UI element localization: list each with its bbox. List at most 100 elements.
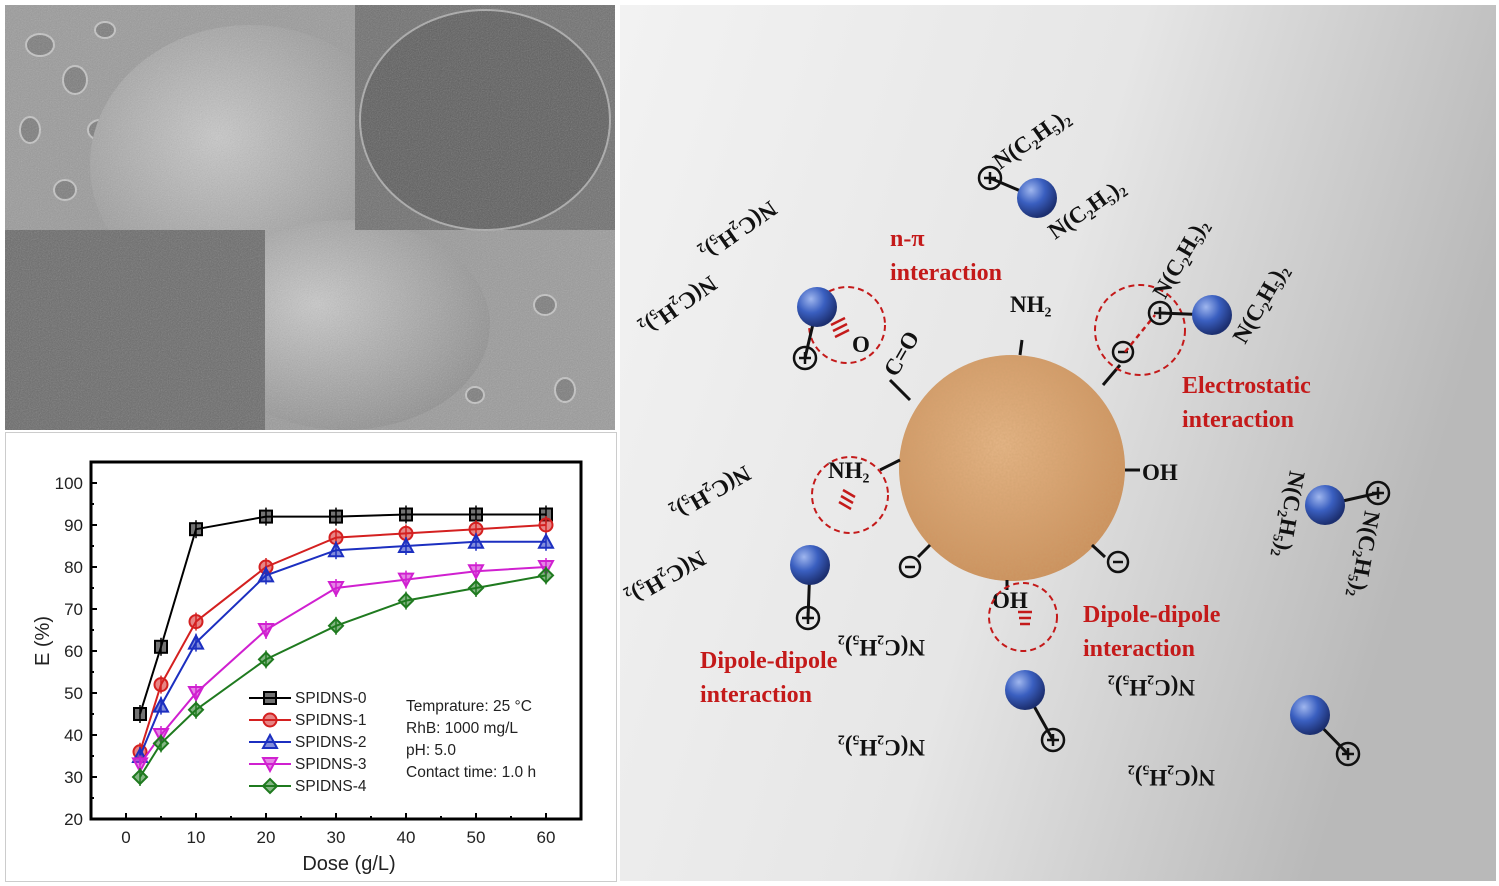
negative-charge-icon	[898, 555, 922, 579]
annotation-ph: pH: 5.0	[406, 742, 456, 759]
data-point	[397, 536, 415, 553]
dipole-right-label-line2: interaction	[1083, 636, 1195, 662]
conditions-annotation: Temprature: 25 °C RhB: 1000 mg/L pH: 5.0…	[406, 698, 536, 781]
x-axis-label: Dose (g/L)	[302, 853, 395, 875]
series-SPIDNS-3	[131, 558, 555, 774]
y-tick-label: 50	[64, 684, 83, 703]
series-line	[139, 574, 547, 778]
dose-effect-chart: 0 10 20 30 40 50 60 20 30 40 50 60 70 80 90 100 Dose (g…	[32, 460, 583, 875]
data-point	[153, 677, 169, 693]
annotation-temperature: Temprature: 25 °C	[406, 698, 532, 715]
data-point	[467, 579, 485, 597]
legend-label: SPIDNS-1	[295, 712, 367, 729]
x-tick-label: 0	[121, 828, 130, 847]
data-point	[329, 509, 343, 524]
data-point	[327, 541, 345, 558]
data-point	[152, 696, 170, 713]
interaction-circles	[808, 284, 1186, 652]
x-tick-label: 30	[327, 828, 346, 847]
y-tick-label: 70	[64, 600, 83, 619]
x-tick-label: 20	[257, 828, 276, 847]
diethylamino-group-label: N(C₂H₅)₂	[1108, 675, 1195, 700]
y-tick-label: 20	[64, 810, 83, 829]
legend-label: SPIDNS-2	[295, 734, 367, 751]
diethylamino-group-label: N(C₂H₅)₂	[838, 735, 925, 760]
positive-charge-icon	[792, 345, 818, 371]
adsorption-mechanism-diagram: NH₂ OH OH NH₂ C=O O N(C₂H₅)₂N(C₂H₅)₂N(C₂…	[620, 5, 1496, 881]
data-point	[133, 707, 147, 721]
data-point	[259, 509, 273, 524]
positive-charge-icon	[795, 605, 821, 631]
dipole-right-label-line1: Dipole-dipole	[1083, 602, 1221, 628]
legend-label: SPIDNS-4	[295, 778, 367, 795]
x-tick-label: 60	[537, 828, 556, 847]
annotation-rhb: RhB: 1000 mg/L	[406, 720, 518, 737]
x-tick-label: 10	[187, 828, 206, 847]
series-SPIDNS-2	[131, 532, 555, 765]
dipole-left-label-line2: interaction	[700, 682, 812, 708]
amine-group-left: NH₂	[828, 458, 870, 483]
amine-group-top: NH₂	[1010, 292, 1052, 317]
data-point	[187, 686, 205, 703]
negative-charge-icon	[1111, 340, 1135, 364]
legend-label: SPIDNS-0	[295, 690, 367, 707]
diethylamino-group-label: N(C₂H₅)₂	[1128, 765, 1215, 790]
electrostatic-interaction-label-line1: Electrostatic	[1182, 373, 1311, 399]
y-tick-label: 40	[64, 726, 83, 745]
positive-charge-icon	[1335, 741, 1361, 767]
dye-core-ball-icon	[797, 287, 837, 327]
data-point	[327, 617, 345, 635]
data-point	[537, 566, 555, 584]
data-point	[187, 701, 205, 719]
y-tick-label: 100	[55, 474, 83, 493]
y-tick-label: 60	[64, 642, 83, 661]
y-tick-label: 80	[64, 558, 83, 577]
sem-micrograph-collage	[5, 5, 615, 430]
legend-marker	[262, 712, 278, 728]
data-point	[537, 532, 555, 549]
x-tick-label: 50	[467, 828, 486, 847]
series-line	[139, 540, 546, 757]
hydroxyl-group-right: OH	[1142, 460, 1178, 485]
diethylamino-group-label: N(C₂H₅)₂	[838, 635, 925, 660]
electrostatic-interaction-label-line2: interaction	[1182, 407, 1294, 433]
n-pi-interaction-label-line2: interaction	[890, 260, 1002, 286]
series-SPIDNS-0	[133, 505, 553, 723]
data-point	[131, 768, 149, 786]
series-line	[139, 524, 547, 753]
negative-charge-icon	[1106, 550, 1130, 574]
y-axis-label: E (%)	[32, 616, 54, 666]
dye-core-ball-icon	[1005, 670, 1045, 710]
data-point	[327, 581, 345, 598]
interaction-hash-marks	[830, 314, 1156, 626]
dye-core-ball-icon	[1290, 695, 1330, 735]
series-SPIDNS-4	[131, 566, 555, 786]
ester-oxygen: O	[852, 332, 870, 357]
legend: SPIDNS-0 SPIDNS-1 SPIDNS-2 SPIDNS-3 SPIDNS-4	[249, 690, 367, 795]
legend-marker	[263, 691, 277, 705]
data-point	[131, 757, 149, 774]
data-point	[187, 633, 205, 650]
data-point	[152, 734, 170, 752]
hydroxyl-group-bottom: OH	[992, 588, 1028, 613]
data-point	[467, 532, 485, 549]
data-point	[399, 507, 413, 522]
data-point	[538, 517, 554, 533]
y-tick-label: 90	[64, 516, 83, 535]
positive-charge-icon	[1365, 480, 1391, 506]
positive-charge-icon	[1147, 300, 1173, 326]
rhodamine-b-molecule: N(C₂H₅)₂ N(C₂H₅)₂	[838, 635, 1066, 760]
positive-charge-icon	[1040, 727, 1066, 753]
annotation-contact-time: Contact time: 1.0 h	[406, 764, 536, 781]
legend-marker	[261, 777, 279, 795]
legend-label: SPIDNS-3	[295, 756, 367, 773]
data-point	[257, 566, 275, 583]
data-point	[154, 639, 168, 654]
dipole-left-label-line1: Dipole-dipole	[700, 648, 838, 674]
data-point	[257, 650, 275, 668]
dose-effect-chart-panel: 0 10 20 30 40 50 60 20 30 40 50 60 70 80 90 100 Dose (g…	[5, 432, 617, 882]
n-pi-interaction-label-line1: n-π	[890, 226, 925, 252]
data-point	[257, 623, 275, 640]
data-point	[189, 522, 203, 537]
data-point	[397, 572, 415, 589]
